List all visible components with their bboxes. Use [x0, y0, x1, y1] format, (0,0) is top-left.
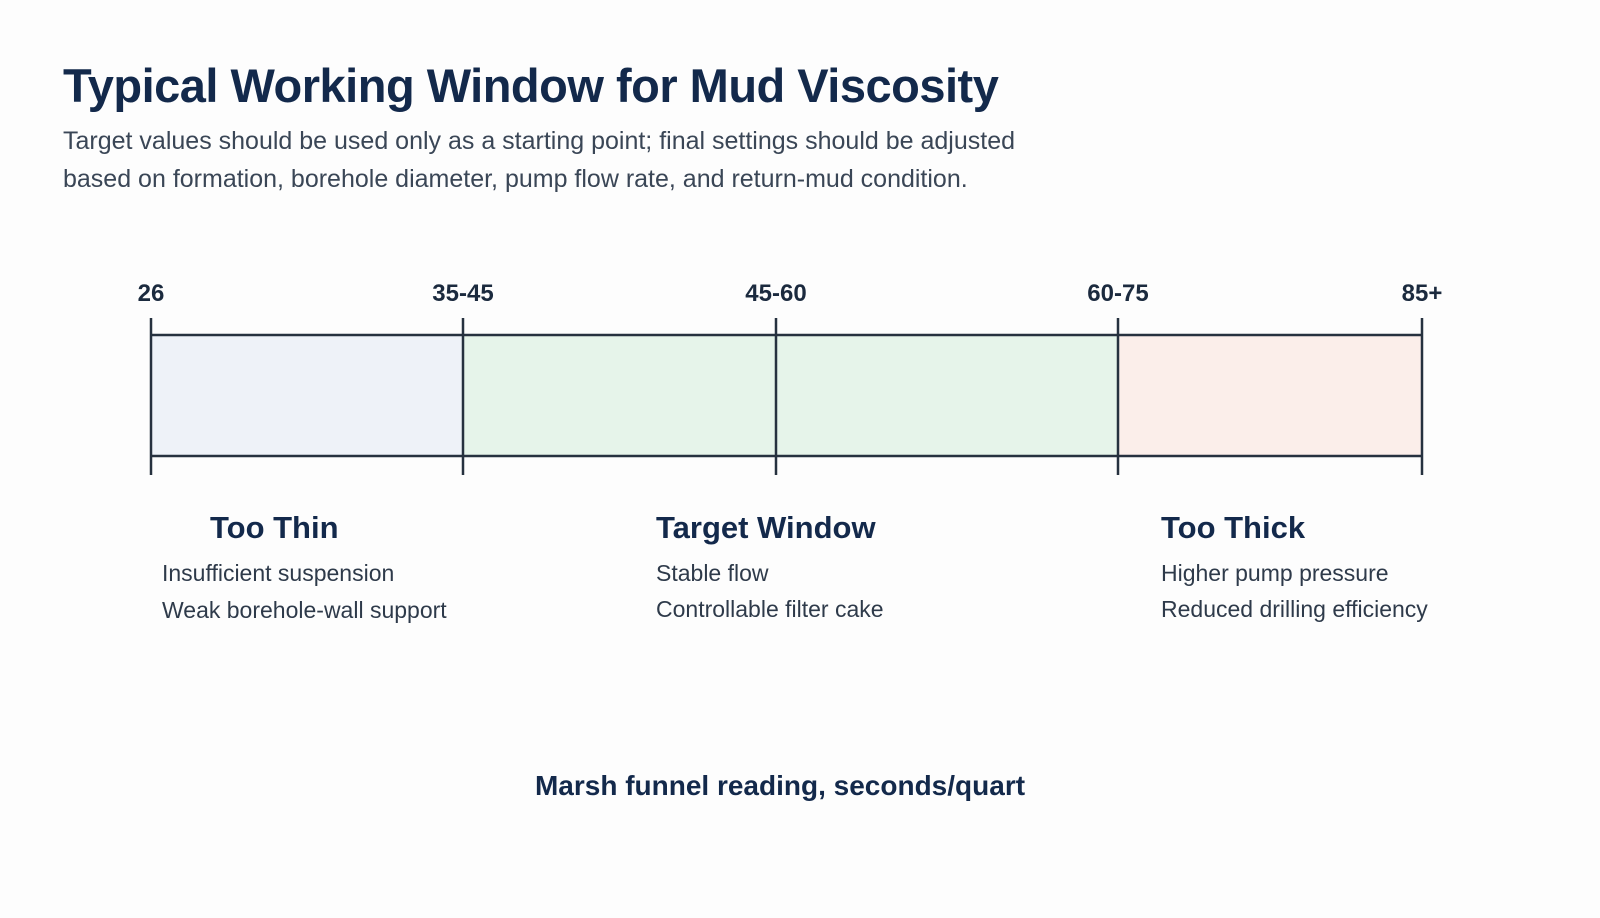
- zone-too-thin-note-1: Insufficient suspension: [162, 560, 395, 586]
- zone-too-thick-note-1: Higher pump pressure: [1161, 560, 1389, 586]
- zone-too-thin-heading: Too Thin: [210, 510, 339, 545]
- zone-target-note-2: Controllable filter cake: [656, 596, 884, 622]
- zone-target-band: [463, 335, 1118, 456]
- page-title: Typical Working Window for Mud Viscosity: [63, 59, 999, 112]
- tick-label-60-75: 60-75: [1087, 280, 1149, 307]
- axis-caption: Marsh funnel reading, seconds/quart: [534, 770, 1026, 801]
- tick-label-26: 26: [137, 280, 165, 307]
- tick-label-85-plus: 85+: [1401, 280, 1443, 307]
- tick-label-35-45: 35-45: [432, 280, 494, 307]
- zone-too-thick-heading: Too Thick: [1161, 510, 1306, 545]
- zone-target-heading: Target Window: [656, 510, 876, 545]
- subtitle-line-1: Target values should be used only as a s…: [63, 127, 1016, 155]
- subtitle-line-2: based on formation, borehole diameter, p…: [63, 165, 968, 193]
- zone-too-thin-band: [151, 335, 463, 456]
- tick-label-45-60: 45-60: [745, 280, 807, 307]
- zone-too-thick-band: [1118, 335, 1422, 456]
- zone-target-note-1: Stable flow: [656, 560, 769, 586]
- zone-too-thin-note-2: Weak borehole-wall support: [162, 597, 447, 623]
- zone-too-thick-note-2: Reduced drilling efficiency: [1161, 596, 1428, 622]
- page-subtitle: Target values should be used only as a s…: [63, 122, 1103, 198]
